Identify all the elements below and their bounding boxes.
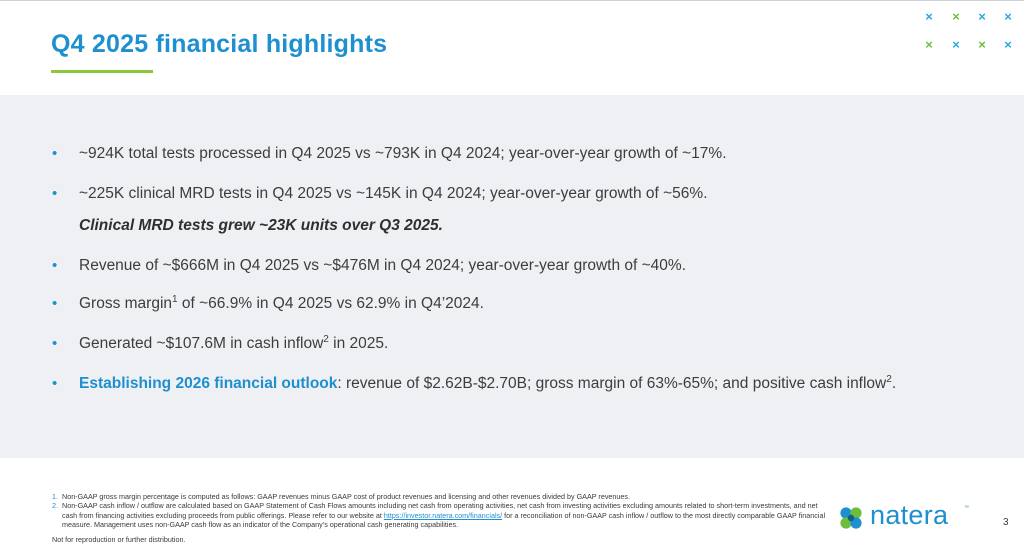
footnote-1: 1. Non-GAAP gross margin percentage is c… bbox=[52, 492, 832, 501]
x-mark-icon: × bbox=[952, 37, 960, 52]
footnote-number: 2. bbox=[52, 501, 58, 511]
financials-link[interactable]: https://investor.natera.com/financials/ bbox=[383, 510, 503, 520]
bullet-text-pre: Generated ~$107.6M in cash inflow bbox=[79, 335, 324, 352]
bullet-icon: • bbox=[52, 335, 58, 352]
x-mark-icon: × bbox=[952, 9, 960, 24]
x-mark-icon: × bbox=[978, 9, 986, 24]
title-underline bbox=[51, 70, 153, 73]
bullet-text-pre: Gross margin bbox=[79, 295, 173, 312]
trademark-symbol: ™ bbox=[964, 505, 969, 511]
bullet-icon: • bbox=[52, 375, 58, 392]
bullet-text: Revenue of ~$666M in Q4 2025 vs ~$476M i… bbox=[79, 257, 687, 274]
footnote-text-pre: Non-GAAP cash inflow / outflow are calcu… bbox=[62, 501, 818, 520]
x-mark-icon: × bbox=[978, 37, 986, 52]
highlight-mrd-tests: • ~225K clinical MRD tests in Q4 2025 vs… bbox=[52, 184, 708, 236]
footnote-text-post: for a reconciliation of non-GAAP cash in… bbox=[62, 510, 826, 530]
highlight-cash-inflow: • Generated ~$107.6M in cash inflow2 in … bbox=[52, 334, 388, 354]
bullet-text-pre: : revenue of $2.62B-$2.70B; gross margin… bbox=[337, 375, 887, 392]
footnote-ref: 1 bbox=[172, 294, 178, 305]
footnotes: 1. Non-GAAP gross margin percentage is c… bbox=[52, 492, 832, 530]
x-mark-icon: × bbox=[925, 37, 933, 52]
footnote-ref: 2 bbox=[886, 374, 892, 385]
footnote-2: 2. Non-GAAP cash inflow / outflow are ca… bbox=[52, 501, 832, 529]
footnote-text: Non-GAAP gross margin percentage is comp… bbox=[62, 492, 630, 501]
bullet-icon: • bbox=[52, 145, 58, 162]
bullet-icon: • bbox=[52, 295, 58, 312]
page-number: 3 bbox=[1003, 517, 1009, 528]
natera-mark-icon bbox=[840, 507, 862, 529]
disclaimer: Not for reproduction or further distribu… bbox=[52, 535, 186, 544]
x-mark-icon: × bbox=[925, 9, 933, 24]
x-mark-icon: × bbox=[1004, 9, 1012, 24]
logo-wordmark: natera bbox=[870, 500, 949, 530]
bullet-text-post: . bbox=[891, 375, 897, 392]
natera-logo: natera ™ bbox=[838, 500, 978, 535]
content-panel bbox=[0, 95, 1024, 458]
footnote-number: 1. bbox=[52, 492, 58, 501]
highlight-2026-outlook: • Establishing 2026 financial outlook: r… bbox=[52, 374, 896, 394]
outlook-highlight: Establishing 2026 financial outlook bbox=[79, 375, 338, 392]
bullet-text-post: in 2025. bbox=[328, 335, 389, 352]
highlight-total-tests: • ~924K total tests processed in Q4 2025… bbox=[52, 144, 727, 164]
bullet-text: ~225K clinical MRD tests in Q4 2025 vs ~… bbox=[79, 185, 708, 202]
footnote-ref: 2 bbox=[323, 334, 329, 345]
decorative-x-pattern: × × × × × × × × bbox=[918, 8, 1012, 52]
bullet-emphasis: Clinical MRD tests grew ~23K units over … bbox=[79, 217, 443, 234]
x-mark-icon: × bbox=[1004, 37, 1012, 52]
top-rule bbox=[0, 0, 1024, 1]
bullet-text: ~924K total tests processed in Q4 2025 v… bbox=[79, 145, 727, 162]
highlight-revenue: • Revenue of ~$666M in Q4 2025 vs ~$476M… bbox=[52, 256, 686, 276]
highlight-gross-margin: • Gross margin1 of ~66.9% in Q4 2025 vs … bbox=[52, 294, 484, 314]
bullet-text-post: of ~66.9% in Q4 2025 vs 62.9% in Q4’2024… bbox=[177, 295, 484, 312]
bullet-icon: • bbox=[52, 257, 58, 274]
page-title: Q4 2025 financial highlights bbox=[51, 30, 388, 58]
bullet-icon: • bbox=[52, 185, 58, 202]
